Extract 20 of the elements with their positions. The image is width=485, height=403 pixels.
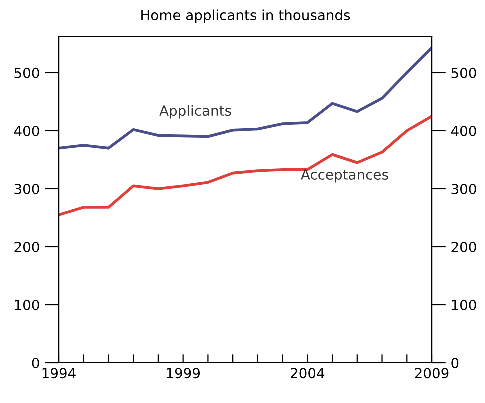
y-tick-label: 500: [14, 68, 40, 78]
y2-tick-label: 200: [452, 242, 476, 252]
y-tick-label: 200: [14, 242, 40, 252]
chart-title: Home applicants in thousands: [142, 10, 350, 24]
y2-tick-label: 500: [452, 68, 476, 78]
y2-tick-label: 300: [452, 184, 476, 194]
y2-tick-label: 0: [452, 358, 459, 368]
x-tick-label: 1994: [42, 368, 76, 379]
series-label: Acceptances: [301, 170, 388, 183]
x-tick-label: 2009: [415, 368, 449, 379]
y-tick-label: 400: [14, 126, 40, 136]
series-label: Applicants: [160, 105, 232, 119]
y-tick-label: 100: [15, 300, 40, 310]
x-tick-label: 1999: [167, 368, 200, 379]
y2-tick-label: 400: [451, 126, 476, 136]
line-series: [59, 46, 432, 150]
x-tick-label: 2004: [291, 368, 325, 379]
y-tick-label: 0: [32, 358, 40, 368]
y2-tick-label: 100: [452, 300, 476, 310]
y-tick-label: 300: [14, 184, 40, 194]
